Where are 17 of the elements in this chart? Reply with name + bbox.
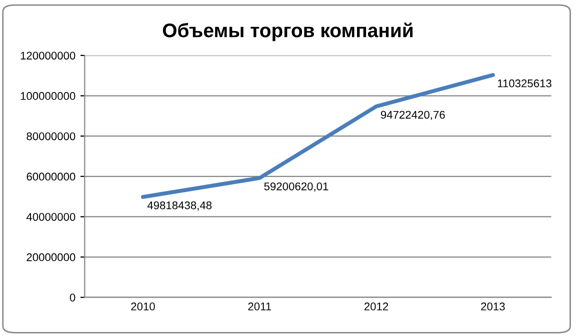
chart-title: Объемы торгов компаний [162,22,413,42]
y-tick-label: 0 [70,294,76,302]
y-tick-label: 120000000 [20,52,76,60]
data-label: 59200620,01 [264,182,328,192]
x-tick-label: 2013 [481,302,505,310]
data-label: 94722420,76 [380,110,445,120]
x-tick-label: 2010 [131,302,155,310]
y-tick-label: 100000000 [20,92,76,100]
x-tick-label: 2011 [248,302,272,310]
y-tick-label: 60000000 [26,172,76,181]
y-tick-label: 20000000 [26,253,76,262]
y-tick-label: 40000000 [26,212,76,221]
data-label: 110325613 [498,79,552,88]
y-tick-label: 80000000 [26,132,76,140]
data-label: 49818438,48 [147,201,212,211]
x-tick-label: 2012 [364,302,388,310]
line-series [141,73,495,199]
